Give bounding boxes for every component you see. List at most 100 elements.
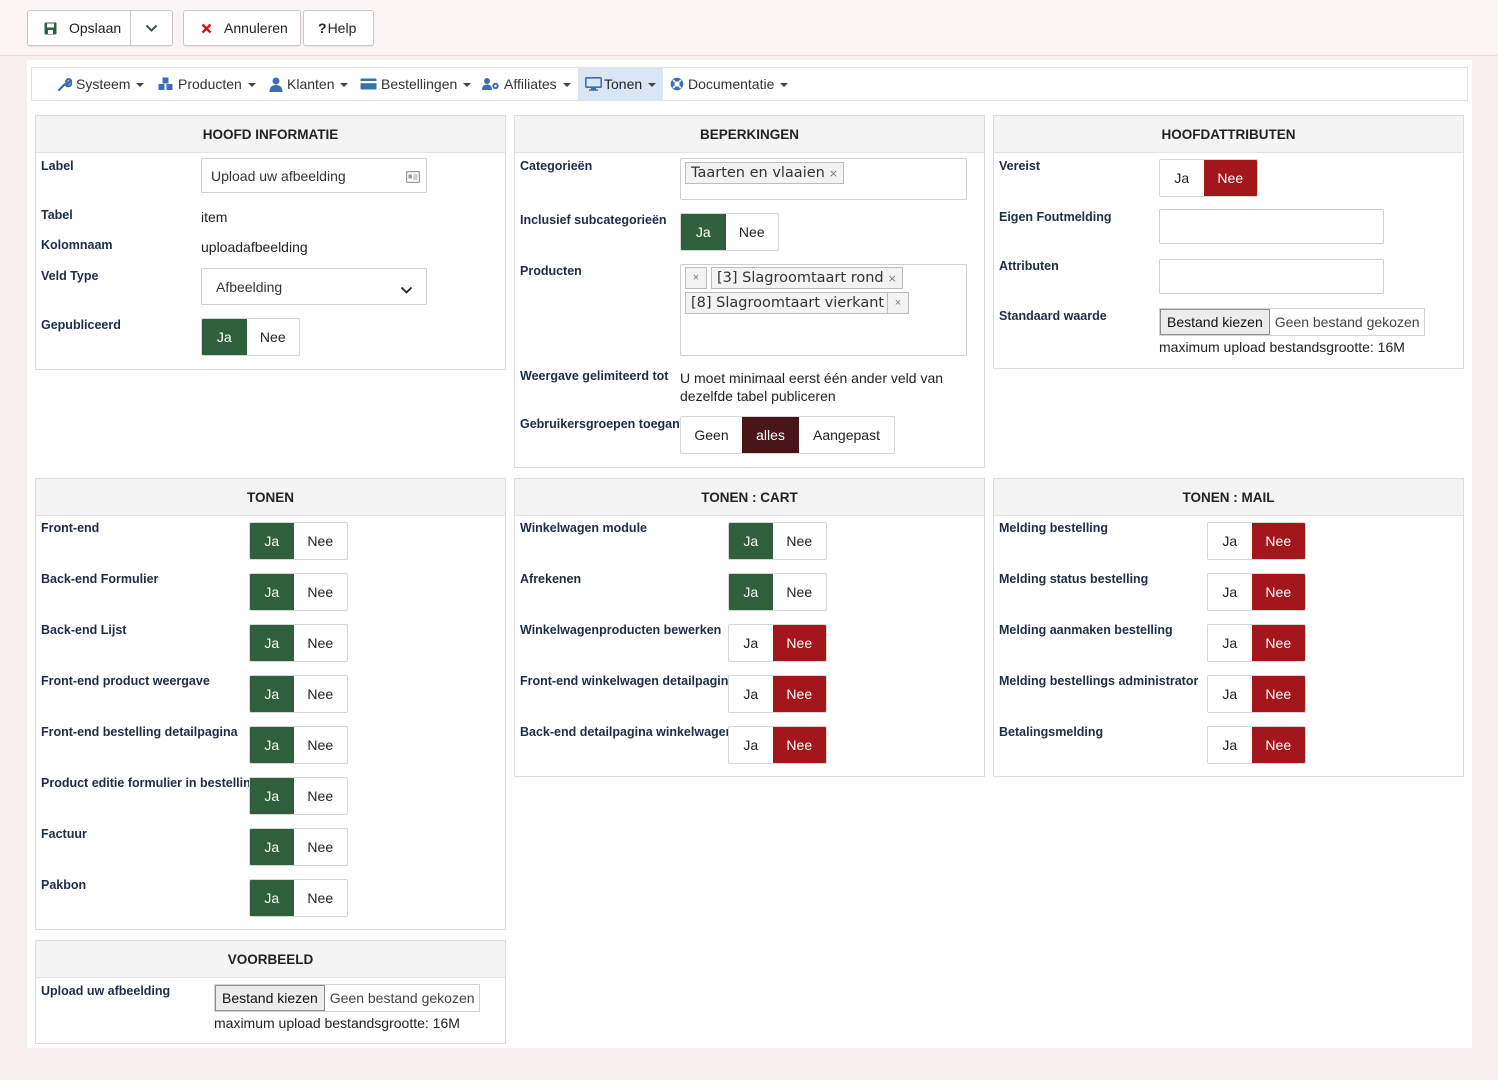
no-option[interactable]: Nee [786, 533, 813, 549]
yes-no-toggle[interactable]: Ja Nee [1207, 573, 1306, 611]
yes-no-toggle[interactable]: Ja Nee [728, 573, 827, 611]
no-option[interactable]: Nee [259, 329, 286, 345]
yes-no-toggle[interactable]: Ja Nee [1207, 675, 1306, 713]
yes-no-toggle[interactable]: Ja Nee [728, 675, 827, 713]
choose-file-button[interactable]: Bestand kiezen [1160, 309, 1270, 335]
yes-no-toggle[interactable]: Ja Nee [249, 624, 348, 662]
yes-no-toggle[interactable]: Ja Nee [249, 573, 348, 611]
row-label: Pakbon [41, 878, 87, 892]
yes-no-toggle[interactable]: Ja Nee [1207, 522, 1306, 560]
vereist-toggle[interactable]: Ja Nee [1159, 159, 1258, 197]
save-label: Opslaan [69, 20, 122, 36]
menu-systeem[interactable]: Systeem [57, 68, 145, 100]
foutmelding-label: Eigen Foutmelding [999, 210, 1112, 224]
gepubliceerd-toggle[interactable]: Ja Nee [201, 318, 300, 356]
no-option[interactable]: Nee [1251, 523, 1305, 559]
yes-no-toggle[interactable]: Ja Nee [728, 726, 827, 764]
no-option[interactable]: Nee [1203, 160, 1257, 196]
yes-option[interactable]: Ja [1222, 533, 1238, 549]
categorieen-input[interactable]: Taarten en vlaaien × [680, 158, 967, 200]
foutmelding-input[interactable] [1159, 209, 1384, 244]
yes-no-toggle[interactable]: Ja Nee [728, 522, 827, 560]
no-option[interactable]: Nee [307, 737, 334, 753]
help-button[interactable]: ? Help [303, 10, 374, 46]
no-option[interactable]: Nee [307, 890, 334, 906]
yes-no-toggle[interactable]: Ja Nee [1207, 624, 1306, 662]
yes-no-toggle[interactable]: Ja Nee [249, 726, 348, 764]
save-button[interactable]: Opslaan [27, 10, 131, 46]
yes-no-toggle[interactable]: Ja Nee [249, 879, 348, 917]
choose-file-button[interactable]: Bestand kiezen [215, 985, 325, 1011]
yes-option[interactable]: Ja [729, 523, 773, 559]
yes-option[interactable]: Ja [202, 319, 247, 355]
yes-option[interactable]: Ja [681, 214, 726, 250]
yes-option[interactable]: Ja [743, 737, 759, 753]
yes-option[interactable]: Ja [250, 727, 294, 763]
attributen-input[interactable] [1159, 259, 1384, 294]
yes-option[interactable]: Ja [250, 880, 294, 916]
no-option[interactable]: Nee [307, 788, 334, 804]
remove-icon[interactable]: × [887, 271, 897, 285]
user-icon [269, 77, 283, 92]
no-option[interactable]: Nee [772, 727, 826, 763]
gebruikersgroepen-toggle[interactable]: Geen alles Aangepast [680, 416, 895, 454]
menu-klanten[interactable]: Klanten [269, 68, 349, 100]
veldtype-select[interactable]: Afbeelding [201, 268, 427, 305]
menu-affiliates[interactable]: Affiliates [482, 68, 571, 100]
kolomnaam-label: Kolomnaam [41, 238, 113, 252]
yes-no-toggle[interactable]: Ja Nee [1207, 726, 1306, 764]
yes-no-toggle[interactable]: Ja Nee [249, 522, 348, 560]
option-geen[interactable]: Geen [694, 427, 729, 443]
menu-documentatie[interactable]: Documentatie [670, 68, 789, 100]
option-alles[interactable]: alles [742, 417, 799, 453]
yes-option[interactable]: Ja [743, 686, 759, 702]
yes-option[interactable]: Ja [250, 523, 294, 559]
voorbeeld-file-input[interactable]: Bestand kiezen Geen bestand gekozen [214, 984, 480, 1012]
no-option[interactable]: Nee [1251, 727, 1305, 763]
standaard-waarde-file-input[interactable]: Bestand kiezen Geen bestand gekozen [1159, 308, 1425, 336]
yes-option[interactable]: Ja [1222, 635, 1238, 651]
subcategorieen-toggle[interactable]: Ja Nee [680, 213, 779, 251]
menu-tonen[interactable]: Tonen [578, 68, 664, 100]
no-option[interactable]: Nee [307, 686, 334, 702]
no-option[interactable]: Nee [1251, 574, 1305, 610]
yes-option[interactable]: Ja [1174, 170, 1190, 186]
yes-option[interactable]: Ja [1222, 737, 1238, 753]
no-option[interactable]: Nee [786, 584, 813, 600]
no-option[interactable]: Nee [772, 625, 826, 661]
yes-option[interactable]: Ja [250, 574, 294, 610]
no-option[interactable]: Nee [1251, 625, 1305, 661]
menu-label: Klanten [287, 76, 335, 92]
remove-icon[interactable]: × [685, 267, 707, 289]
yes-option[interactable]: Ja [250, 676, 294, 712]
save-dropdown-button[interactable] [130, 10, 173, 46]
label-input[interactable]: Upload uw afbeelding [201, 158, 427, 193]
no-option[interactable]: Nee [307, 635, 334, 651]
remove-icon[interactable]: × [828, 166, 839, 180]
no-option[interactable]: Nee [307, 839, 334, 855]
no-option[interactable]: Nee [738, 224, 765, 240]
producten-input[interactable]: × [3] Slagroomtaart rond × [8] Slagroomta… [680, 264, 967, 356]
no-option[interactable]: Nee [307, 533, 334, 549]
product-tag: [3] Slagroomtaart rond × [711, 267, 903, 289]
yes-no-toggle[interactable]: Ja Nee [249, 828, 348, 866]
yes-option[interactable]: Ja [1222, 686, 1238, 702]
option-aangepast[interactable]: Aangepast [813, 427, 880, 443]
cancel-button[interactable]: Annuleren [183, 10, 301, 46]
menu-producten[interactable]: Producten [158, 68, 256, 100]
yes-option[interactable]: Ja [250, 778, 294, 814]
menu-bestellingen[interactable]: Bestellingen [360, 68, 472, 100]
remove-icon[interactable]: × [887, 292, 909, 314]
no-option[interactable]: Nee [772, 676, 826, 712]
yes-no-toggle[interactable]: Ja Nee [728, 624, 827, 662]
no-option[interactable]: Nee [307, 584, 334, 600]
yes-no-toggle[interactable]: Ja Nee [249, 675, 348, 713]
yes-option[interactable]: Ja [729, 574, 773, 610]
yes-option[interactable]: Ja [250, 829, 294, 865]
yes-no-toggle[interactable]: Ja Nee [249, 777, 348, 815]
yes-option[interactable]: Ja [250, 625, 294, 661]
yes-option[interactable]: Ja [1222, 584, 1238, 600]
yes-option[interactable]: Ja [743, 635, 759, 651]
life-ring-icon [670, 77, 684, 91]
no-option[interactable]: Nee [1251, 676, 1305, 712]
